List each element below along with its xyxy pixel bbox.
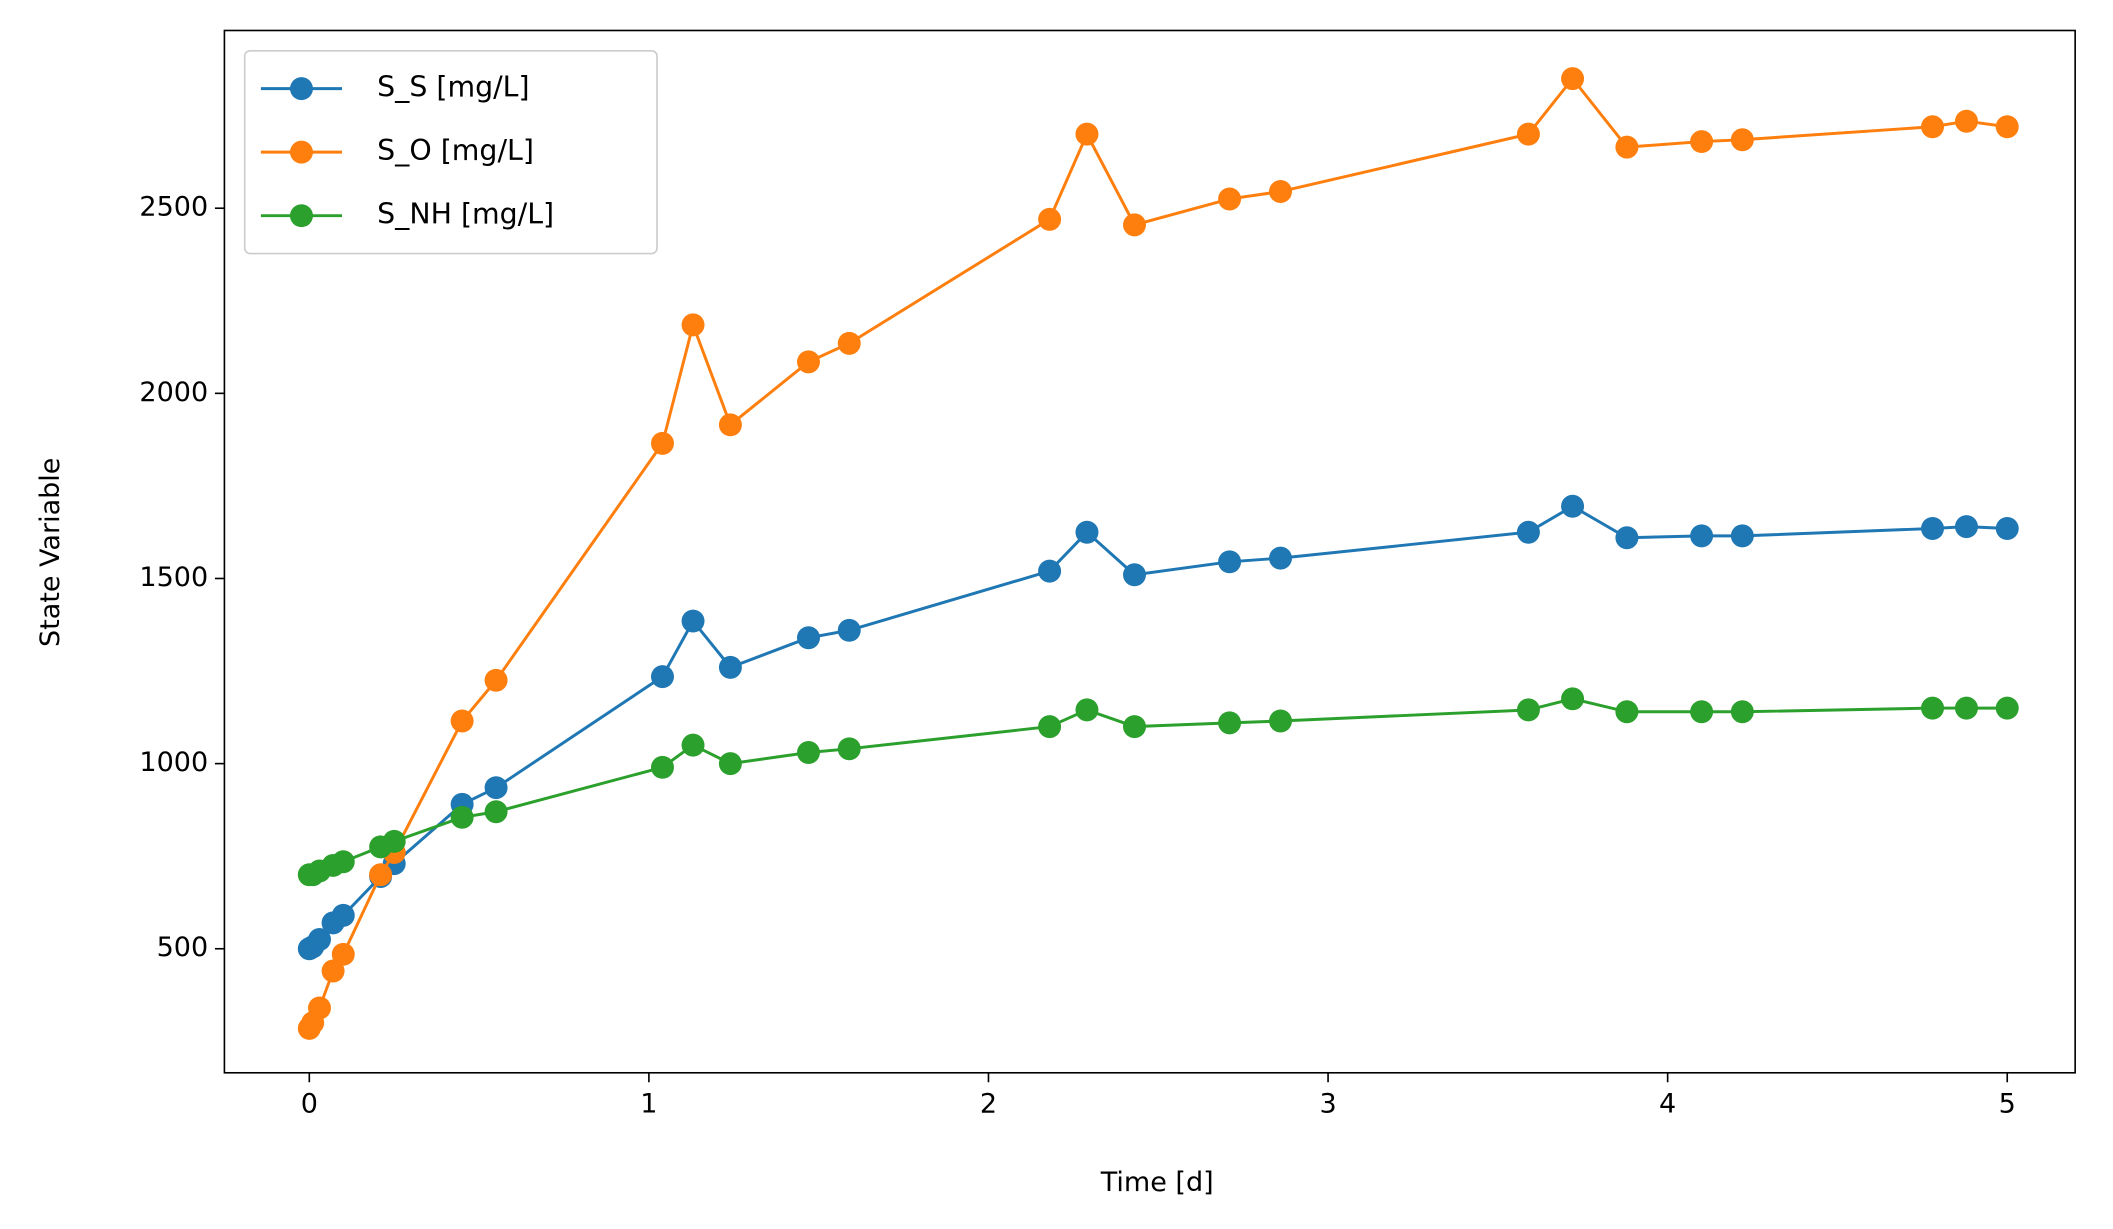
data-point xyxy=(1269,709,1293,733)
data-point xyxy=(1730,128,1754,152)
data-point xyxy=(797,741,820,764)
data-point xyxy=(1561,687,1585,711)
legend: S_S [mg/L] S_O [mg/L] S_NH [mg/L] xyxy=(243,49,658,255)
data-point xyxy=(484,668,508,692)
series-line xyxy=(309,697,2008,877)
legend-label: S_S [mg/L] xyxy=(377,71,529,104)
data-point xyxy=(1921,696,1945,720)
data-point xyxy=(650,665,674,689)
x-tick-label: 4 xyxy=(1659,1089,1676,1120)
data-point xyxy=(1995,696,2019,720)
data-point xyxy=(1038,207,1062,231)
data-point xyxy=(1218,711,1242,735)
data-point xyxy=(331,850,355,874)
data-point xyxy=(1123,715,1146,739)
legend-label: S_O [mg/L] xyxy=(377,134,534,167)
data-point xyxy=(681,733,705,757)
y-tick-label: 2000 xyxy=(139,377,208,408)
data-point xyxy=(1516,520,1540,544)
data-point xyxy=(718,655,742,679)
data-point xyxy=(1954,696,1978,720)
legend-marker xyxy=(289,204,313,228)
data-point xyxy=(1730,700,1754,724)
y-tick-label: 2500 xyxy=(139,192,208,223)
y-tick-label: 1000 xyxy=(139,747,208,778)
data-point xyxy=(1690,700,1714,724)
data-point xyxy=(1615,700,1639,724)
data-point xyxy=(1269,546,1293,570)
data-point xyxy=(1615,526,1639,550)
y-tick-label: 500 xyxy=(157,932,209,963)
legend-frame xyxy=(243,49,658,255)
data-point xyxy=(1218,550,1242,574)
data-point xyxy=(484,776,508,800)
data-point xyxy=(331,903,355,927)
data-point xyxy=(1995,517,2019,540)
legend-marker xyxy=(289,140,313,164)
data-point xyxy=(1921,115,1945,139)
data-point xyxy=(1123,563,1146,587)
data-point xyxy=(681,313,705,337)
data-point xyxy=(718,752,742,776)
data-point xyxy=(1269,180,1293,204)
data-point xyxy=(1516,698,1540,722)
data-point xyxy=(1516,122,1540,146)
data-point xyxy=(1123,213,1146,237)
data-point xyxy=(484,800,508,824)
data-point xyxy=(1921,517,1945,540)
data-point xyxy=(382,829,406,853)
data-point xyxy=(1075,122,1099,146)
data-point xyxy=(797,626,820,650)
data-point xyxy=(1561,494,1585,518)
y-tick-label: 1500 xyxy=(139,562,208,593)
data-point xyxy=(1038,559,1062,583)
data-point xyxy=(718,413,742,437)
data-point xyxy=(331,942,355,966)
legend-marker xyxy=(289,77,313,101)
data-point xyxy=(1690,130,1714,154)
data-point xyxy=(837,618,861,642)
data-point xyxy=(308,996,331,1020)
data-point xyxy=(1218,187,1242,211)
data-point xyxy=(1615,135,1639,159)
data-point xyxy=(1075,520,1099,544)
data-point xyxy=(1995,115,2019,139)
data-point xyxy=(650,755,674,779)
data-point xyxy=(1038,715,1062,739)
data-point xyxy=(837,737,861,761)
data-point xyxy=(1954,109,1978,133)
data-point xyxy=(369,863,393,887)
data-point xyxy=(308,928,331,951)
y-axis-label: State Variable xyxy=(35,458,66,647)
x-tick-label: 0 xyxy=(301,1089,318,1120)
x-tick-label: 1 xyxy=(640,1089,657,1120)
data-point xyxy=(321,959,345,983)
legend-label: S_NH [mg/L] xyxy=(377,198,554,231)
x-tick-label: 3 xyxy=(1319,1089,1336,1120)
data-point xyxy=(837,331,861,355)
plot-frame xyxy=(223,29,2076,1074)
data-point xyxy=(450,709,474,733)
series-line xyxy=(308,504,2008,951)
data-point xyxy=(1954,515,1978,539)
data-point xyxy=(1075,698,1099,722)
data-point xyxy=(1730,524,1754,548)
x-tick-label: 2 xyxy=(980,1089,997,1120)
data-point xyxy=(650,431,674,455)
data-point xyxy=(450,805,474,829)
data-point xyxy=(1690,524,1714,548)
data-point xyxy=(681,609,705,633)
x-axis-label: Time [d] xyxy=(1100,1167,1214,1198)
x-tick-label: 5 xyxy=(1999,1089,2016,1120)
data-point xyxy=(1561,67,1585,91)
data-point xyxy=(797,350,820,374)
